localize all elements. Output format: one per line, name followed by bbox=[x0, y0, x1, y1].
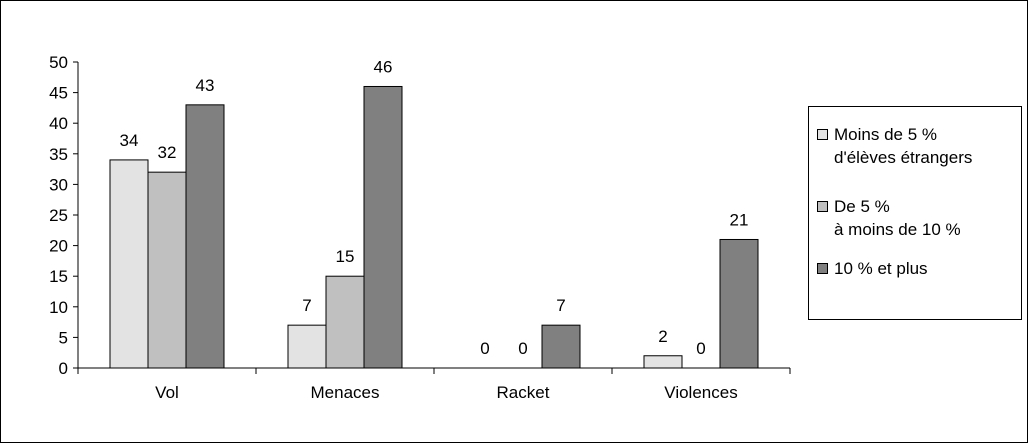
data-label: 34 bbox=[120, 131, 139, 150]
bar bbox=[147, 171, 187, 369]
legend-swatch-series-3 bbox=[817, 263, 828, 274]
data-label: 21 bbox=[730, 210, 749, 229]
y-tick-label: 0 bbox=[59, 359, 68, 378]
data-label: 7 bbox=[556, 296, 565, 315]
legend-label-series-3: 10 % et plus bbox=[834, 259, 928, 278]
y-tick-label: 15 bbox=[49, 267, 68, 286]
y-tick-label: 10 bbox=[49, 298, 68, 317]
category-label: Vol bbox=[155, 383, 179, 402]
bar bbox=[287, 324, 327, 369]
y-tick-label: 35 bbox=[49, 145, 68, 164]
legend-label-series-1: Moins de 5 % d'élèves étrangers bbox=[834, 125, 973, 167]
bar bbox=[719, 238, 759, 369]
legend-swatch-series-2 bbox=[817, 201, 828, 212]
legend-label-series-2: De 5 % à moins de 10 % bbox=[834, 197, 961, 239]
y-tick-label: 50 bbox=[49, 53, 68, 72]
data-label: 2 bbox=[658, 327, 667, 346]
bar bbox=[325, 275, 365, 369]
data-label: 0 bbox=[518, 339, 527, 358]
category-label: Menaces bbox=[311, 383, 380, 402]
y-tick-label: 30 bbox=[49, 175, 68, 194]
data-label: 32 bbox=[158, 143, 177, 162]
legend: Moins de 5 % d'élèves étrangers De 5 % à… bbox=[808, 106, 1022, 320]
data-label: 46 bbox=[374, 57, 393, 76]
bar bbox=[541, 324, 581, 369]
y-tick-label: 40 bbox=[49, 114, 68, 133]
bar bbox=[363, 85, 403, 369]
data-label: 15 bbox=[336, 247, 355, 266]
bar bbox=[109, 159, 149, 369]
data-labels: 34 32 43 7 15 46 0 0 7 2 0 21 bbox=[120, 57, 749, 358]
legend-swatch-series-1 bbox=[817, 129, 828, 140]
category-label: Violences bbox=[664, 383, 737, 402]
bar bbox=[643, 355, 683, 369]
data-label: 43 bbox=[196, 76, 215, 95]
y-tick-label: 20 bbox=[49, 237, 68, 256]
y-tick-label: 25 bbox=[49, 206, 68, 225]
data-label: 0 bbox=[696, 339, 705, 358]
category-label: Racket bbox=[497, 383, 550, 402]
data-label: 0 bbox=[480, 339, 489, 358]
y-tick-label: 5 bbox=[59, 328, 68, 347]
y-tick-label: 45 bbox=[49, 84, 68, 103]
bar bbox=[185, 104, 225, 369]
data-label: 7 bbox=[302, 296, 311, 315]
bars bbox=[109, 85, 759, 369]
